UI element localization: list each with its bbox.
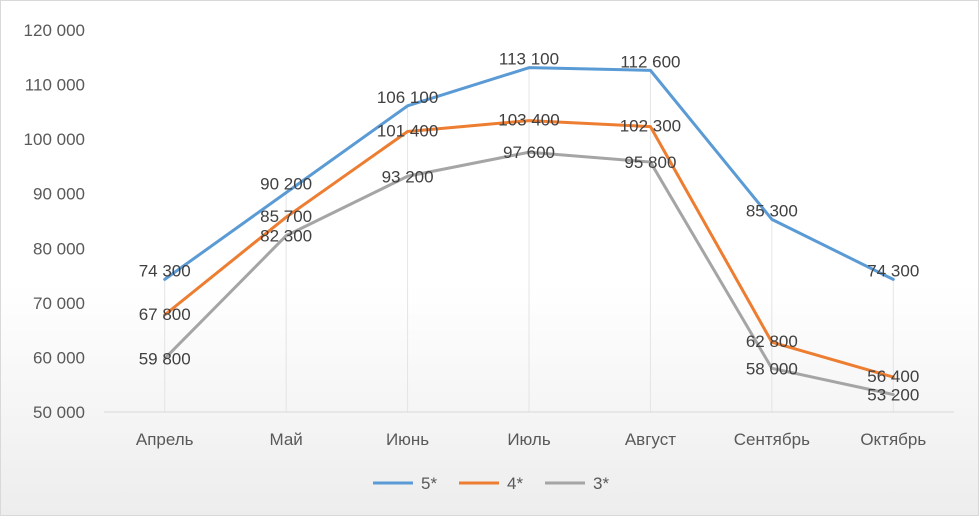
data-label: 74 300 — [867, 261, 919, 280]
data-label: 113 100 — [499, 50, 559, 69]
data-label: 103 400 — [498, 111, 559, 130]
data-label: 53 200 — [867, 386, 919, 405]
data-label: 112 600 — [620, 52, 680, 71]
data-label: 97 600 — [503, 143, 555, 162]
y-tick-label: 120 000 — [24, 21, 85, 40]
data-label: 82 300 — [260, 227, 312, 246]
data-label: 59 800 — [139, 350, 191, 369]
legend-label: 5* — [421, 474, 437, 493]
y-tick-label: 90 000 — [33, 185, 85, 204]
data-label: 58 000 — [746, 359, 798, 378]
x-tick-label: Июль — [507, 430, 551, 449]
x-tick-label: Апрель — [136, 430, 194, 449]
y-tick-label: 100 000 — [24, 130, 85, 149]
data-label: 93 200 — [382, 167, 434, 186]
data-label: 85 300 — [746, 201, 798, 220]
data-label: 85 700 — [260, 207, 312, 226]
x-tick-label: Июнь — [386, 430, 429, 449]
data-label: 102 300 — [620, 117, 681, 136]
x-tick-label: Октябрь — [860, 430, 926, 449]
data-label: 74 300 — [139, 261, 191, 280]
y-tick-label: 110 000 — [25, 76, 85, 95]
y-tick-label: 60 000 — [33, 348, 85, 367]
y-tick-label: 50 000 — [33, 403, 85, 422]
legend-label: 3* — [593, 474, 609, 493]
data-label: 101 400 — [377, 122, 438, 141]
series-line-4* — [163, 119, 895, 379]
x-tick-label: Август — [625, 430, 676, 449]
x-tick-label: Сентябрь — [734, 430, 810, 449]
series-line-3* — [163, 150, 895, 397]
data-label: 67 800 — [139, 305, 191, 324]
data-label: 106 100 — [377, 88, 438, 107]
series-line-5* — [163, 66, 895, 281]
x-tick-label: Май — [269, 430, 302, 449]
legend-label: 4* — [507, 474, 523, 493]
y-tick-label: 80 000 — [33, 239, 85, 258]
data-label: 62 800 — [746, 332, 798, 351]
y-tick-label: 70 000 — [33, 294, 85, 313]
data-label: 56 400 — [867, 367, 919, 386]
data-label: 95 800 — [624, 153, 676, 172]
data-label: 90 200 — [260, 175, 312, 194]
